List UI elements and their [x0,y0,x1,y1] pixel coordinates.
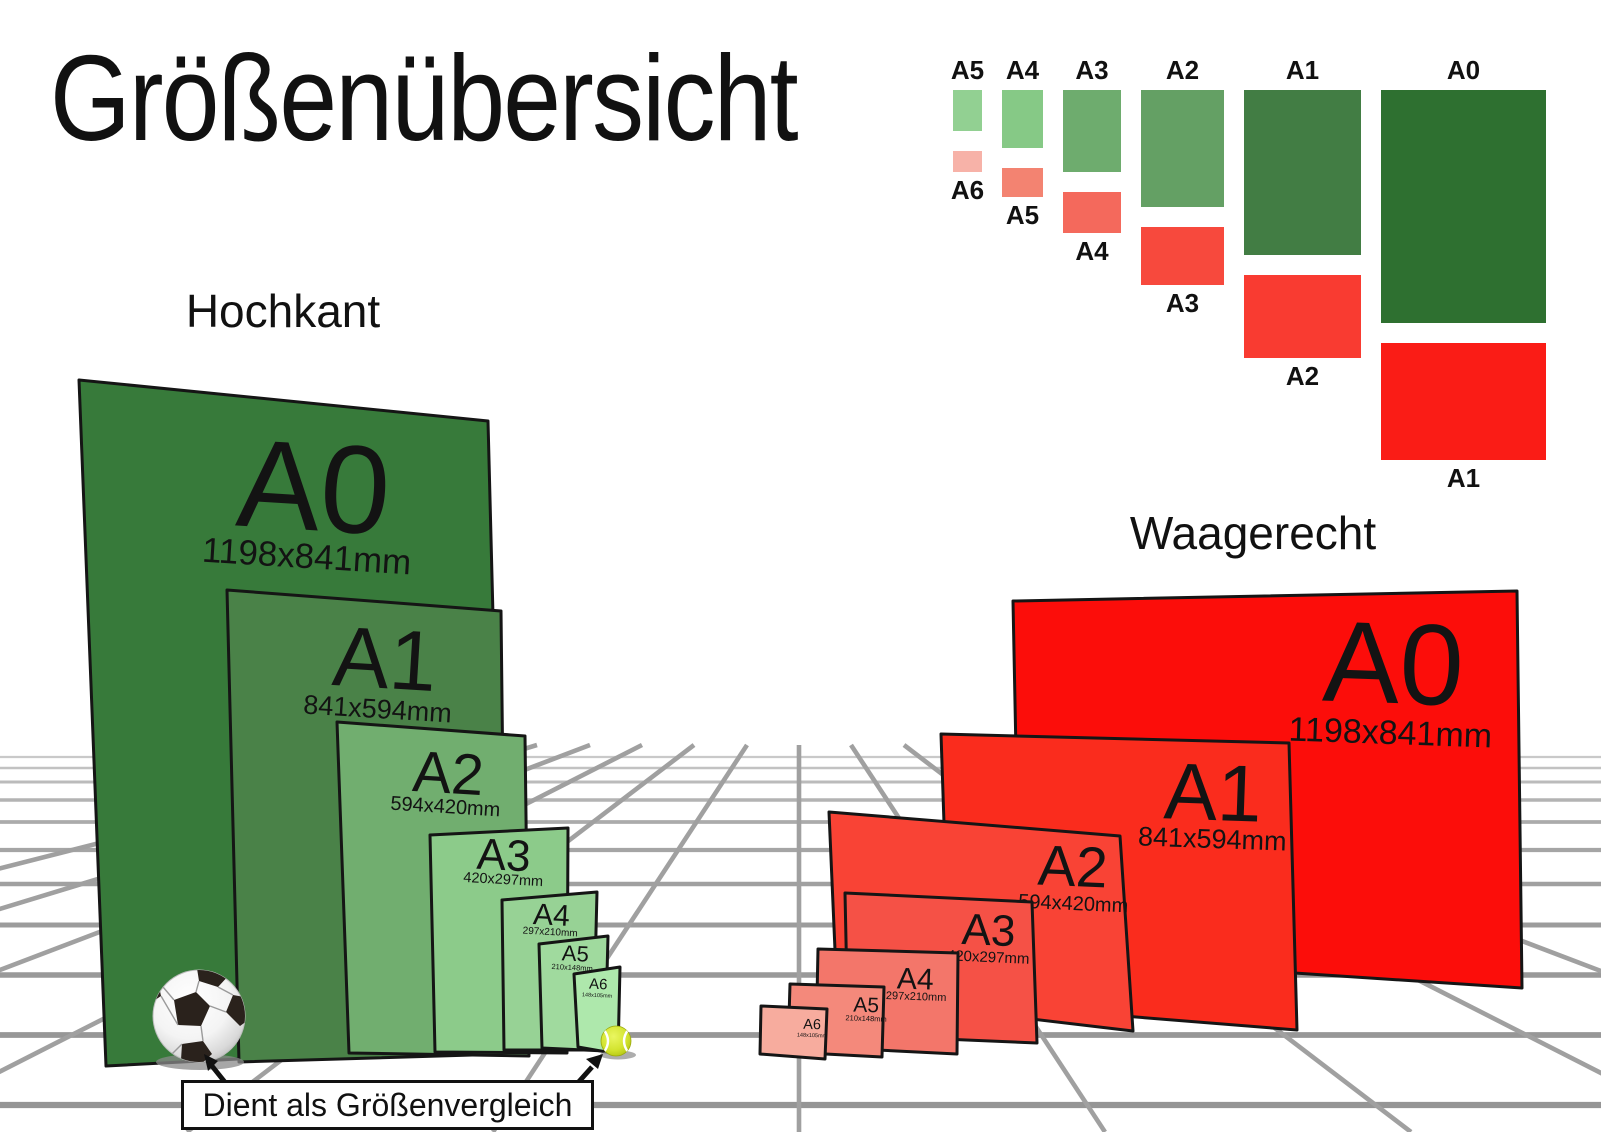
mini-landscape-label: A3 [1165,288,1200,318]
mini-portrait-label: A0 [1446,55,1481,85]
mini-column-a2: A2 A3 [1141,44,1224,316]
sheet-label: A6 [803,1017,821,1034]
mini-column-a0: A0 A1 [1381,44,1546,491]
sheet-label: A6 [589,976,608,994]
sheet-label: A0 [233,414,394,562]
landscape-stack: A0 1198x841mm A1 841x594mm A2 594x420mm … [758,589,1524,1061]
sheet-label: A2 [411,739,486,808]
sheet-label: A4 [532,898,570,933]
mini-portrait-swatch [1381,90,1546,323]
mini-column-a3: A3 A4 [1063,44,1121,264]
mini-landscape-label: A2 [1285,361,1320,391]
mini-portrait-label: A5 [950,55,985,85]
sheet-label: A1 [330,609,440,710]
page-title: Größenübersicht [50,30,799,166]
mini-landscape-swatch [1141,227,1224,285]
mini-portrait-label: A2 [1165,55,1200,85]
portrait-stack: A0 1198x841mm A1 841x594mm A2 594x420mm … [77,378,622,1068]
sheet-label: A3 [476,830,532,882]
mini-portrait-swatch [1141,90,1224,207]
sheet-dimensions: 210x148mm [551,962,593,973]
mini-landscape-swatch [1002,168,1043,197]
mini-landscape-swatch [953,151,982,172]
soccer-ball [152,969,246,1070]
mini-landscape-label: A5 [1005,200,1040,230]
sheet-dimensions: 594x420mm [1018,891,1129,918]
mini-column-a4: A4 A5 [1002,44,1043,228]
landscape-sheet-a6: A6 148x105mm [758,1004,829,1061]
comparison-label: Dient als Größenvergleich [202,1086,573,1123]
sheet-label: A3 [961,905,1017,956]
tennis-ball [600,1025,636,1060]
landscape-heading: Waagerecht [1129,507,1377,559]
mini-landscape-swatch [1063,192,1121,233]
mini-portrait-swatch [1002,90,1043,148]
sheet-dimensions: 297x210mm [522,926,578,940]
sheet-dimensions: 1198x841mm [1288,710,1493,755]
mini-portrait-swatch [1244,90,1361,255]
mini-size-chart: A5 A6 A4 A5 A3 A4 A2 A3 A1 A2 A0 A1 [930,44,1570,504]
portrait-heading: Hochkant [185,285,381,337]
sheet-dimensions: 297x210mm [886,990,947,1004]
mini-landscape-label: A4 [1075,236,1109,266]
mini-portrait-label: A4 [1005,55,1040,85]
sheet-dimensions: 148x105mm [797,1032,828,1039]
sheet-label: A5 [853,994,879,1018]
comparison-label-box: Dient als Größenvergleich [181,1080,594,1130]
mini-column-a5: A5 A6 [950,44,985,205]
mini-landscape-label: A1 [1446,463,1481,493]
sheet-dimensions: 210x148mm [845,1013,887,1023]
sheet-dimensions: 148x105mm [582,992,613,1000]
sheet-dimensions: 420x297mm [463,870,544,890]
sheet-label: A1 [1163,746,1264,838]
mini-portrait-label: A3 [1075,55,1109,85]
sheet-label: A2 [1037,834,1109,901]
sheet-dimensions: 841x594mm [1138,821,1288,856]
sheet-label: A5 [561,940,589,966]
landscape-sheet-a5: A5 210x148mm [786,982,887,1059]
mini-portrait-swatch [953,90,982,131]
mini-portrait-swatch [1063,90,1121,172]
mini-landscape-swatch [1244,275,1361,358]
sheet-label: A4 [896,962,934,996]
mini-portrait-label: A1 [1285,55,1320,85]
mini-column-a1: A1 A2 [1244,44,1361,389]
mini-landscape-swatch [1381,343,1546,460]
sheet-label: A0 [1321,598,1466,731]
sheet-dimensions: 420x297mm [947,947,1030,968]
mini-landscape-label: A6 [950,175,985,205]
